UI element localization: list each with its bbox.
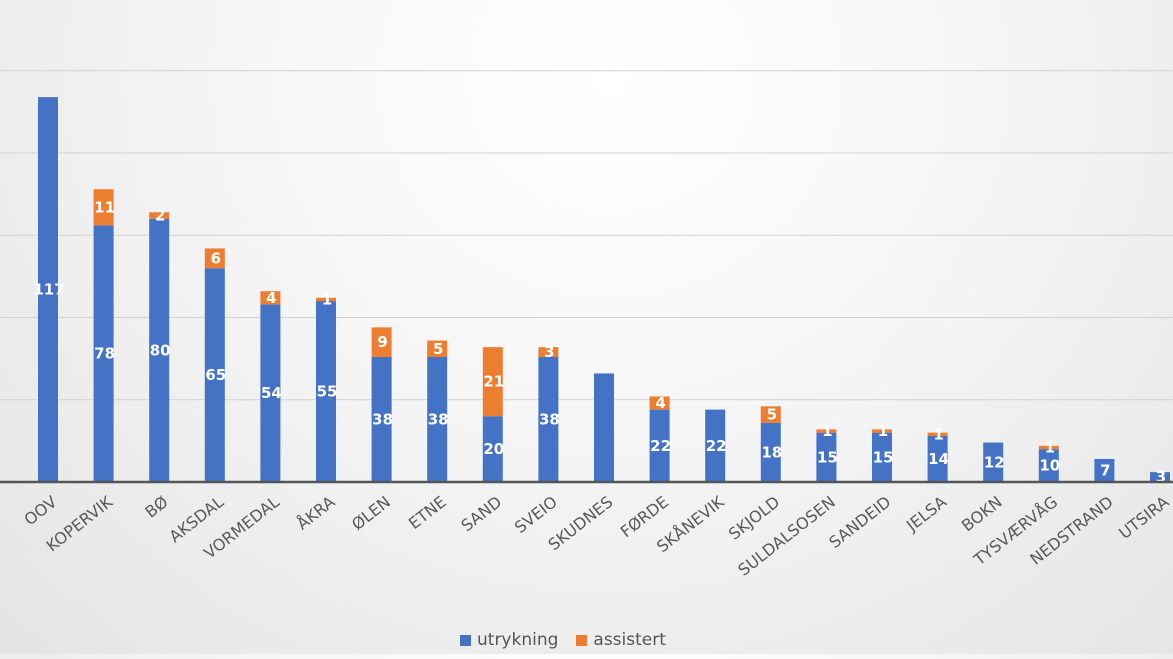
bar-utrykning	[482, 416, 503, 482]
bar-assistert	[316, 297, 336, 302]
x-tick-label: ÅKRA	[293, 492, 339, 533]
data-label-assistert: 5	[767, 406, 777, 424]
x-tick-label: UTSIRA	[1115, 492, 1172, 543]
bar-utrykning	[260, 304, 281, 482]
data-label-utrykning: 18	[761, 443, 782, 461]
x-tick-label: ØLEN	[348, 492, 394, 534]
x-tick-label: OOV	[21, 492, 61, 529]
bar-assistert	[872, 429, 892, 433]
legend-swatch-assistert	[576, 634, 588, 646]
gridlines	[0, 70, 1173, 401]
data-label-utrykning: 10	[1039, 457, 1060, 475]
bars	[38, 97, 1170, 483]
data-label-utrykning: 65	[205, 366, 226, 384]
bar-assistert	[204, 248, 225, 269]
data-label-assistert: 1	[1045, 438, 1055, 456]
bar-utrykning	[149, 218, 170, 483]
data-label-assistert: 3	[544, 343, 554, 361]
bar-utrykning	[927, 435, 948, 482]
x-tick-label: SULDALSOSEN	[734, 492, 838, 579]
data-label-assistert: 6	[211, 249, 221, 267]
legend: utrykning assistert	[460, 630, 666, 650]
data-label-assistert: 1	[878, 422, 888, 440]
data-label-assistert: 4	[266, 289, 276, 307]
bar-utrykning	[93, 225, 114, 482]
x-tick-label: ETNE	[405, 492, 450, 533]
data-label-utrykning: 14	[928, 450, 949, 468]
legend-item-assistert: assistert	[576, 630, 666, 650]
data-label-utrykning: 22	[650, 437, 671, 455]
legend-label-utrykning: utrykning	[477, 630, 559, 650]
legend-label-assistert: assistert	[593, 630, 666, 650]
data-label-utrykning: 12	[984, 453, 1005, 471]
data-label-assistert: 11	[94, 198, 115, 216]
data-label-utrykning: 54	[261, 384, 282, 402]
data-label-utrykning: 78	[94, 345, 115, 363]
bar-utrykning	[316, 301, 336, 482]
x-tick-label: SANDEID	[825, 492, 894, 552]
bar-utrykning	[1038, 449, 1059, 482]
x-tick-label: BØ	[141, 492, 171, 521]
bar-utrykning	[594, 373, 614, 482]
bar-utrykning	[538, 356, 559, 482]
legend-swatch-utrykning	[460, 634, 471, 646]
bar-utrykning	[649, 409, 670, 482]
bar-assistert	[1038, 445, 1059, 450]
bar-assistert	[260, 291, 281, 305]
data-label-assistert: 1	[822, 422, 832, 440]
bar-assistert	[816, 429, 837, 433]
data-label-utrykning: 117	[33, 281, 64, 299]
data-label-utrykning: 3	[1156, 468, 1166, 486]
x-tick-label: BOKN	[958, 492, 1006, 535]
data-label-assistert: 21	[483, 373, 504, 391]
data-label-utrykning: 38	[372, 410, 393, 428]
bar-assistert	[427, 340, 448, 357]
bar-assistert	[93, 189, 114, 226]
bar-utrykning	[38, 97, 58, 482]
data-label-utrykning: 38	[539, 410, 560, 428]
data-label-utrykning: 55	[317, 383, 338, 401]
bar-utrykning	[872, 432, 892, 482]
data-label-assistert: 9	[377, 333, 387, 351]
bar-assistert	[482, 347, 503, 417]
data-label-assistert: 1	[322, 290, 332, 308]
bar-assistert	[538, 347, 559, 357]
data-label-utrykning: 22	[706, 437, 727, 455]
data-label-assistert: 1	[933, 425, 943, 443]
x-tick-label: JELSA	[902, 492, 950, 535]
data-label-utrykning: 15	[873, 448, 894, 466]
x-tick-label: SAND	[458, 492, 506, 535]
data-label-assistert: 5	[433, 340, 443, 358]
bar-assistert	[649, 396, 670, 410]
bar-utrykning	[816, 432, 837, 482]
bar-utrykning	[760, 422, 781, 482]
bar-utrykning	[1094, 458, 1115, 482]
bar-assistert	[149, 212, 170, 219]
data-label-utrykning: 80	[150, 341, 171, 359]
bar-utrykning	[983, 442, 1004, 482]
data-label-assistert: 4	[655, 394, 665, 412]
bar-utrykning	[705, 409, 726, 482]
x-tick-label: SVEIO	[511, 492, 561, 537]
bar-utrykning	[427, 356, 448, 482]
data-label-assistert: 2	[155, 207, 165, 225]
bar-assistert	[371, 327, 392, 357]
bar-assistert	[760, 406, 781, 423]
bar-utrykning	[204, 268, 225, 482]
legend-item-utrykning: utrykning	[460, 630, 558, 650]
bar-assistert	[927, 432, 948, 436]
data-label-utrykning: 15	[817, 448, 838, 466]
data-label-utrykning: 20	[483, 440, 504, 458]
data-label-utrykning: 7	[1100, 461, 1110, 479]
bar-utrykning	[1150, 472, 1170, 482]
data-label-utrykning: 38	[428, 410, 449, 428]
bar-utrykning	[371, 356, 392, 482]
